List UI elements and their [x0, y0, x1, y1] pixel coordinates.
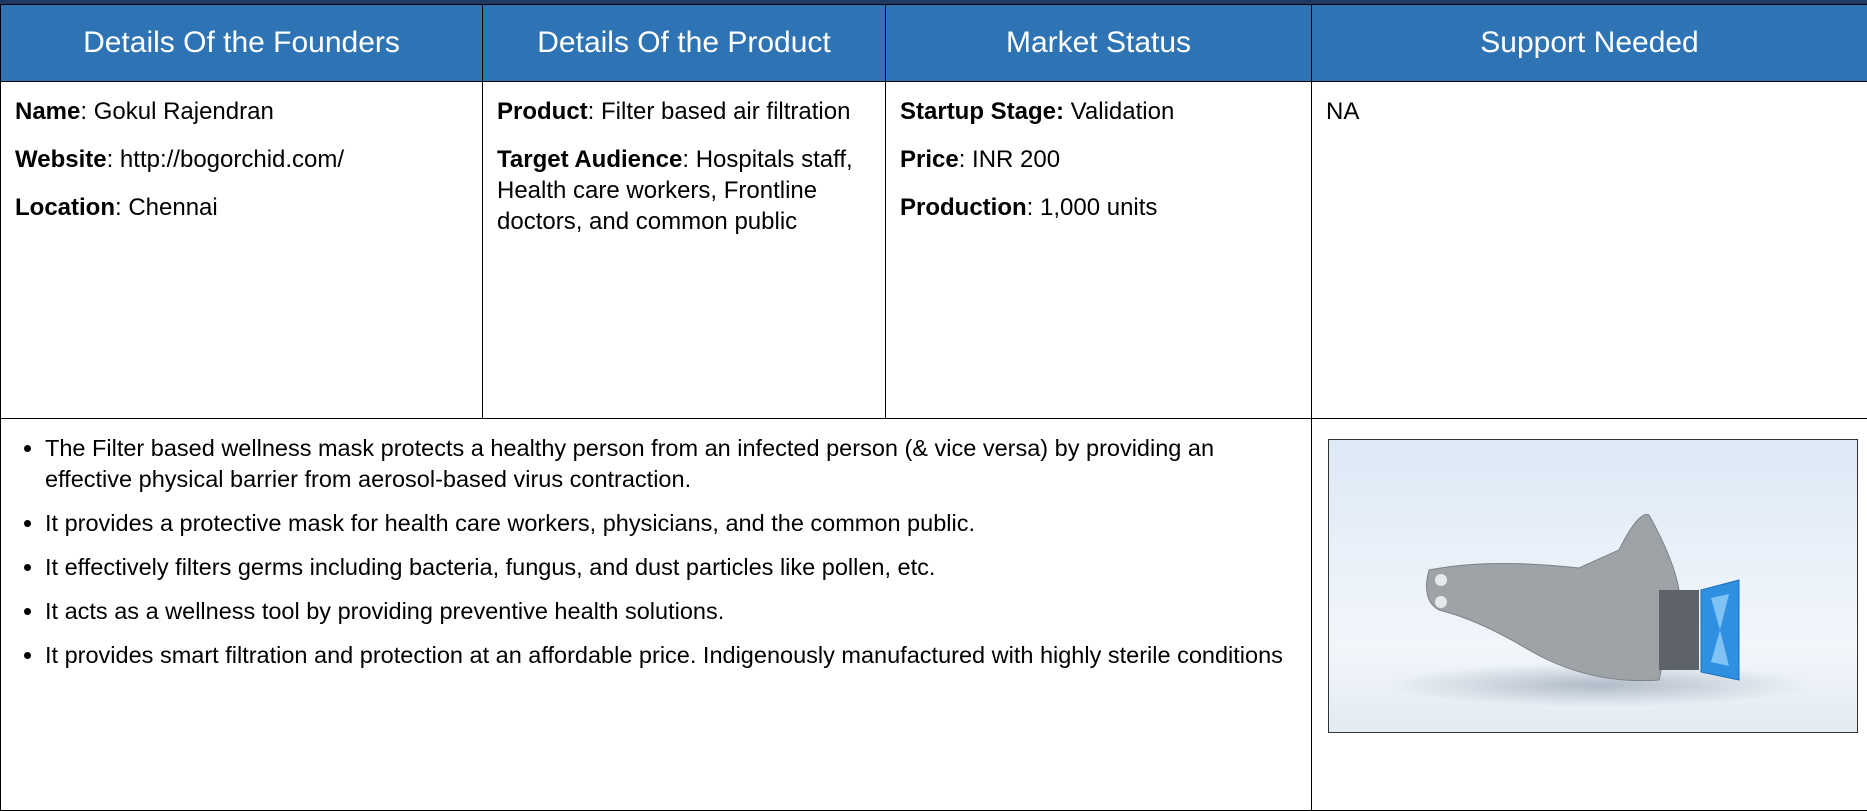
field-value: Validation [1064, 98, 1174, 125]
support-text: NA [1326, 98, 1359, 125]
field-value: : Gokul Rajendran [80, 98, 273, 125]
field-label: Startup Stage: [900, 98, 1064, 125]
field-label: Name [15, 98, 80, 125]
header-cell: Market Status [886, 5, 1312, 82]
bullets-cell: The Filter based wellness mask protects … [1, 419, 1312, 811]
header-cell: Details Of the Founders [1, 5, 483, 82]
strap-hole [1435, 596, 1447, 608]
product-cell: Product: Filter based air filtration Tar… [483, 82, 886, 419]
field: Startup Stage: Validation [900, 96, 1297, 127]
field-label: Product [497, 98, 588, 125]
support-cell: NA [1312, 82, 1867, 419]
field-label: Website [15, 146, 107, 173]
field-label: Production [900, 194, 1027, 221]
filter-housing [1659, 590, 1699, 670]
field: Product: Filter based air filtration [497, 96, 871, 127]
product-image [1328, 439, 1858, 733]
header-cell: Support Needed [1312, 5, 1867, 82]
startup-table: Details Of the Founders Details Of the P… [0, 4, 1867, 811]
field-value: : Filter based air filtration [588, 98, 851, 125]
field: Location: Chennai [15, 192, 468, 223]
field: Website: http://bogorchid.com/ [15, 144, 468, 175]
bullet: It effectively filters germs including b… [45, 552, 1293, 583]
page: Details Of the Founders Details Of the P… [0, 0, 1867, 809]
field-value: : INR 200 [959, 146, 1060, 173]
field: Name: Gokul Rajendran [15, 96, 468, 127]
bullet: It provides smart filtration and protect… [45, 640, 1293, 671]
details-row: Name: Gokul Rajendran Website: http://bo… [1, 82, 1867, 419]
market-cell: Startup Stage: Validation Price: INR 200… [886, 82, 1312, 419]
field: Production: 1,000 units [900, 192, 1297, 223]
field-label: Price [900, 146, 959, 173]
field-value: : http://bogorchid.com/ [107, 146, 344, 173]
description-row: The Filter based wellness mask protects … [1, 419, 1867, 811]
bullet: It provides a protective mask for health… [45, 508, 1293, 539]
field-label: Location [15, 194, 115, 221]
bullet: It acts as a wellness tool by providing … [45, 596, 1293, 627]
field: Price: INR 200 [900, 144, 1297, 175]
bullet: The Filter based wellness mask protects … [45, 433, 1293, 495]
header-cell: Details Of the Product [483, 5, 886, 82]
image-cell [1312, 419, 1867, 811]
header-row: Details Of the Founders Details Of the P… [1, 5, 1867, 82]
strap-hole [1435, 574, 1447, 586]
field: Target Audience: Hospitals staff, Health… [497, 144, 871, 237]
bullet-list: The Filter based wellness mask protects … [1, 433, 1293, 671]
founders-cell: Name: Gokul Rajendran Website: http://bo… [1, 82, 483, 419]
field-label: Target Audience [497, 146, 682, 173]
field-value: : Chennai [115, 194, 218, 221]
field-value: : 1,000 units [1027, 194, 1158, 221]
